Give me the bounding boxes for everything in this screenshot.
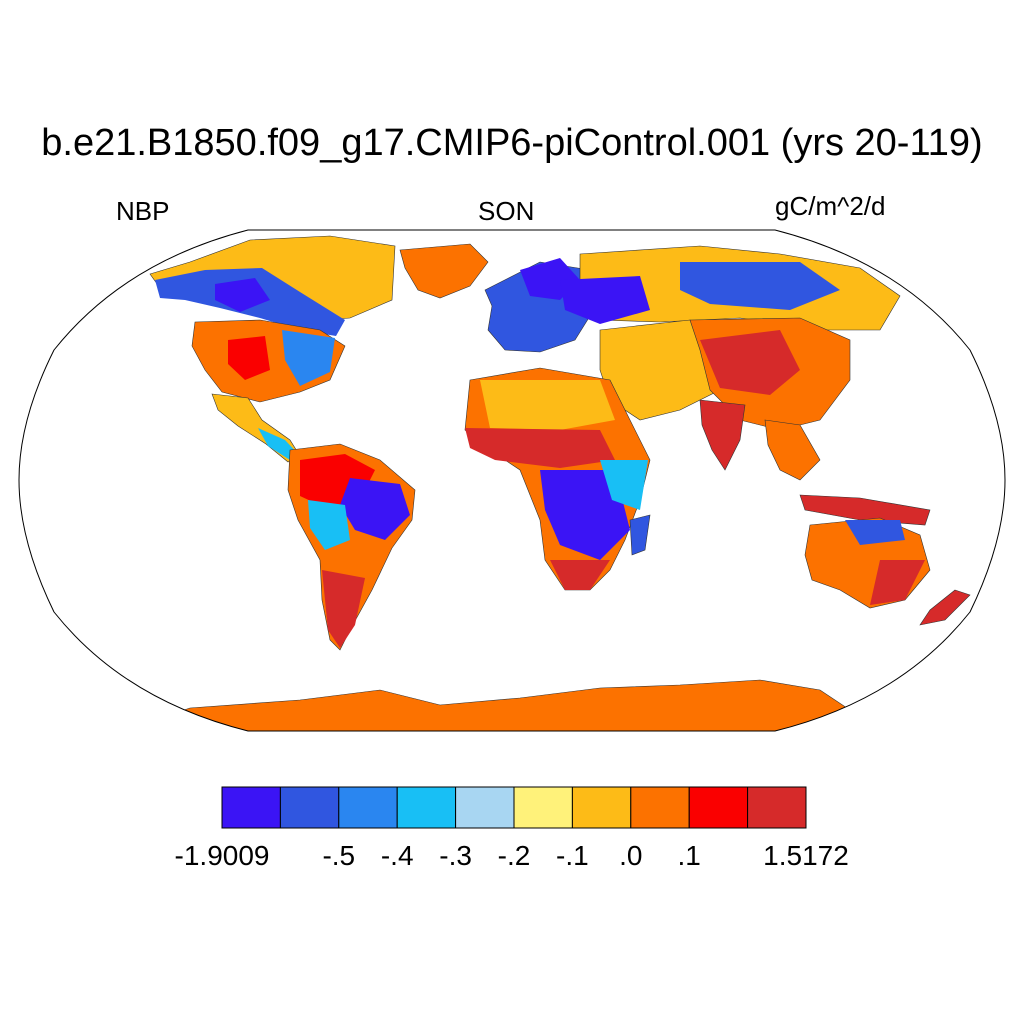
colorbar-tick-label: -.4	[380, 840, 414, 871]
east-africa-light-region	[600, 460, 648, 510]
southeast-asia-region	[764, 419, 821, 481]
units-label: gC/m^2/d	[775, 191, 886, 221]
south-africa-red-region	[550, 560, 610, 590]
amazon-blue-region	[340, 478, 410, 540]
madagascar-region	[629, 514, 651, 556]
indonesia-region	[799, 494, 931, 526]
colorbar-swatch	[630, 786, 690, 829]
sahel-red-region	[465, 428, 615, 468]
plot-title: b.e21.B1850.f09_g17.CMIP6-piControl.001 …	[41, 122, 983, 164]
australia-north-blue-region	[845, 520, 905, 545]
colorbar-swatch	[221, 786, 281, 829]
colorbar-tick-label: -1.9009	[174, 840, 270, 871]
central-america-blue-region	[258, 428, 300, 460]
hudson-blue-region	[215, 278, 270, 312]
west-russia-blue-region	[560, 276, 650, 324]
colorbar-tick-label: .1	[677, 840, 701, 871]
greenland-region	[399, 243, 489, 299]
variable-label: NBP	[116, 196, 170, 226]
colorbar-swatch	[571, 786, 632, 829]
antarctica-region	[119, 679, 901, 731]
colorbar-swatch	[688, 786, 749, 829]
sahara-region	[480, 380, 615, 430]
colorbar-tick-label: -.5	[322, 840, 356, 871]
central-africa-blue-region	[540, 470, 630, 560]
colorbar-swatch	[279, 786, 340, 829]
colorbar	[221, 786, 807, 829]
new-zealand-region	[919, 589, 971, 626]
india-region	[699, 399, 746, 471]
colorbar-tick-label: 1.5172	[763, 840, 849, 871]
colorbar-swatch	[747, 786, 807, 829]
colorbar-tick-label: -.2	[497, 840, 531, 871]
brazil-light-region	[308, 500, 350, 550]
land-regions	[119, 235, 971, 731]
colorbar-tick-label: -.1	[556, 840, 589, 871]
china-red-region	[700, 330, 800, 395]
colorbar-swatch	[396, 786, 457, 829]
usa-central-red-region	[228, 336, 270, 380]
colorbar-tick-label: .0	[619, 840, 643, 871]
colorbar-swatch	[455, 786, 515, 829]
usa-east-blue-region	[282, 330, 335, 386]
colorbar-swatch	[338, 786, 398, 829]
season-label: SON	[478, 196, 535, 226]
colorbar-tick-label: -.3	[439, 840, 472, 871]
map-border	[18, 229, 1006, 732]
south-cone-red-region	[322, 570, 365, 648]
colorbar-swatch	[513, 786, 573, 829]
australia-east-red-region	[870, 560, 925, 605]
siberia-blue-region	[680, 262, 840, 310]
